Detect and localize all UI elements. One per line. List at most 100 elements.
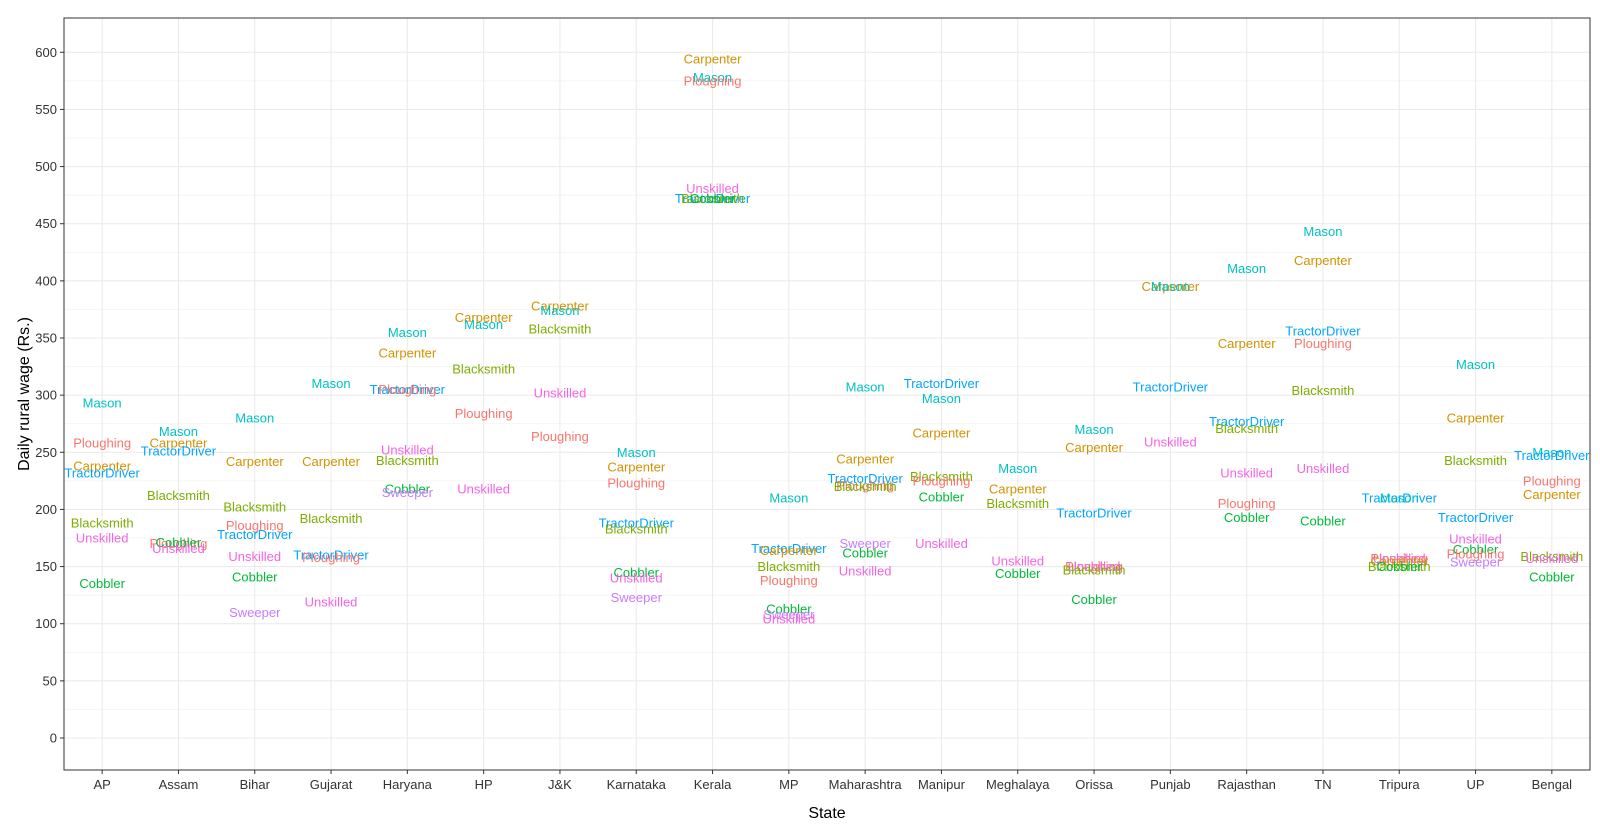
data-label-ploughing: Ploughing: [913, 473, 971, 488]
data-label-tractordriver: TractorDriver: [827, 471, 903, 486]
y-tick-label: 500: [35, 159, 57, 174]
data-label-mason: Mason: [1227, 261, 1266, 276]
data-label-blacksmith: Blacksmith: [1063, 563, 1126, 578]
data-label-blacksmith: Blacksmith: [757, 559, 820, 574]
data-label-carpenter: Carpenter: [378, 345, 436, 360]
data-label-carpenter: Carpenter: [226, 454, 284, 469]
data-label-cobbler: Cobbler: [1529, 569, 1575, 584]
data-label-carpenter: Carpenter: [455, 310, 513, 325]
data-label-tractordriver: TractorDriver: [1133, 380, 1209, 395]
data-label-ploughing: Ploughing: [531, 429, 589, 444]
y-tick-label: 50: [43, 673, 57, 688]
data-label-mason: Mason: [1075, 422, 1114, 437]
data-label-mason: Mason: [617, 445, 656, 460]
data-label-cobbler: Cobbler: [766, 601, 812, 616]
data-label-cobbler: Cobbler: [1453, 542, 1499, 557]
x-tick-label: MP: [779, 777, 799, 792]
data-label-unskilled: Unskilled: [686, 181, 739, 196]
data-label-cobbler: Cobbler: [613, 565, 659, 580]
x-tick-label: Rajasthan: [1217, 777, 1276, 792]
data-label-ploughing: Ploughing: [455, 406, 513, 421]
y-axis-title: Daily rural wage (Rs.): [16, 317, 33, 471]
data-label-blacksmith: Blacksmith: [71, 516, 134, 531]
data-label-cobbler: Cobbler: [79, 576, 125, 591]
data-label-unskilled: Unskilled: [457, 481, 510, 496]
data-label-blacksmith: Blacksmith: [529, 321, 592, 336]
data-label-sweeper: Sweeper: [611, 590, 663, 605]
data-label-cobbler: Cobbler: [1300, 513, 1346, 528]
data-label-blacksmith: Blacksmith: [300, 511, 363, 526]
data-label-carpenter: Carpenter: [760, 543, 818, 558]
y-tick-label: 350: [35, 331, 57, 346]
data-label-ploughing: Ploughing: [1218, 496, 1276, 511]
data-label-ploughing: Ploughing: [760, 573, 818, 588]
data-label-cobbler: Cobbler: [156, 535, 202, 550]
data-label-unskilled: Unskilled: [1525, 551, 1578, 566]
data-label-cobbler: Cobbler: [1224, 510, 1270, 525]
data-label-carpenter: Carpenter: [1065, 440, 1123, 455]
data-label-mason: Mason: [159, 424, 198, 439]
data-label-mason: Mason: [1303, 224, 1342, 239]
data-label-ploughing: Ploughing: [378, 382, 436, 397]
data-label-mason: Mason: [998, 461, 1037, 476]
x-tick-label: Bihar: [240, 777, 271, 792]
data-label-carpenter: Carpenter: [1294, 253, 1352, 268]
data-label-unskilled: Unskilled: [1297, 461, 1350, 476]
x-axis-title: State: [808, 805, 845, 822]
data-label-blacksmith: Blacksmith: [1520, 549, 1583, 564]
x-tick-label: Punjab: [1150, 777, 1190, 792]
data-label-carpenter: Carpenter: [1523, 487, 1581, 502]
y-tick-label: 200: [35, 502, 57, 517]
data-label-unskilled: Unskilled: [610, 571, 663, 586]
data-label-unskilled: Unskilled: [762, 612, 815, 627]
x-tick-label: UP: [1467, 777, 1485, 792]
data-label-carpenter: Carpenter: [836, 452, 894, 467]
data-label-blacksmith: Blacksmith: [1292, 383, 1355, 398]
data-label-mason: Mason: [1380, 491, 1419, 506]
data-label-tractordriver: TractorDriver: [904, 376, 980, 391]
x-tick-label: Meghalaya: [986, 777, 1050, 792]
plot-panel-border: [63, 17, 1591, 771]
data-label-blacksmith: Blacksmith: [986, 496, 1049, 511]
data-label-mason: Mason: [1456, 357, 1495, 372]
y-tick-label: 300: [35, 388, 57, 403]
data-label-ploughing: Ploughing: [836, 478, 894, 493]
data-label-blacksmith: Blacksmith: [1215, 421, 1278, 436]
data-label-blacksmith: Blacksmith: [1368, 559, 1431, 574]
data-label-ploughing: Ploughing: [150, 536, 208, 551]
y-tick-label: 0: [50, 731, 57, 746]
data-label-mason: Mason: [1532, 445, 1571, 460]
data-label-unskilled: Unskilled: [305, 595, 358, 610]
data-label-blacksmith: Blacksmith: [376, 453, 439, 468]
x-tick-label: Orissa: [1075, 777, 1113, 792]
x-tick-label: Assam: [159, 777, 199, 792]
grid-lines: [64, 18, 1590, 770]
data-label-blacksmith: Blacksmith: [223, 500, 286, 515]
data-label-unskilled: Unskilled: [534, 385, 587, 400]
y-tick-label: 150: [35, 559, 57, 574]
data-label-mason: Mason: [846, 380, 885, 395]
data-label-tractordriver: TractorDriver: [1438, 510, 1514, 525]
data-label-tractordriver: TractorDriver: [217, 527, 293, 542]
data-label-carpenter: Carpenter: [531, 299, 589, 314]
data-label-unskilled: Unskilled: [1449, 532, 1502, 547]
data-label-unskilled: Unskilled: [1220, 465, 1273, 480]
data-label-tractordriver: TractorDriver: [599, 516, 675, 531]
data-label-ploughing: Ploughing: [73, 436, 131, 451]
data-label-unskilled: Unskilled: [152, 541, 205, 556]
x-tick-label: TN: [1314, 777, 1331, 792]
x-tick-label: Kerala: [694, 777, 732, 792]
data-label-carpenter: Carpenter: [684, 52, 742, 67]
data-label-cobbler: Cobbler: [995, 566, 1041, 581]
y-tick-label: 450: [35, 216, 57, 231]
data-label-tractordriver: TractorDriver: [1056, 505, 1132, 520]
data-label-carpenter: Carpenter: [302, 454, 360, 469]
data-label-blacksmith: Blacksmith: [681, 191, 744, 206]
data-label-mason: Mason: [388, 325, 427, 340]
data-label-tractordriver: TractorDriver: [1362, 491, 1438, 506]
x-tick-label: Haryana: [383, 777, 433, 792]
data-label-mason: Mason: [540, 303, 579, 318]
data-label-mason: Mason: [464, 317, 503, 332]
data-label-cobbler: Cobbler: [385, 481, 431, 496]
